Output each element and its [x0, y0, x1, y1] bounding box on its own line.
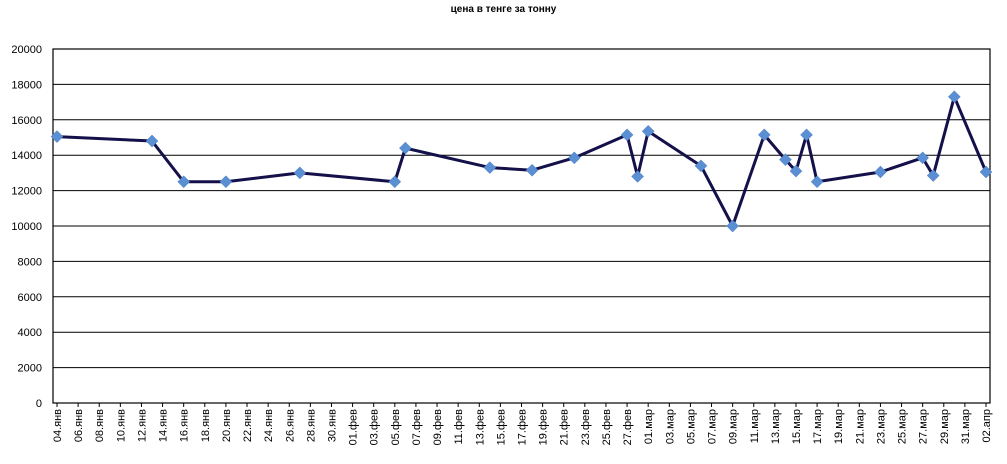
y-tick-label: 14000: [11, 150, 42, 162]
x-tick-label: 10.янв: [115, 409, 127, 442]
data-point: [979, 165, 993, 179]
x-tick-label: 09.мар: [728, 409, 740, 444]
x-tick-label: 30.янв: [326, 409, 338, 442]
x-tick-label: 15.фев: [495, 409, 507, 445]
series-line: [56, 95, 988, 228]
data-point: [388, 175, 402, 189]
y-tick-label: 16000: [11, 115, 42, 127]
x-tick-label: 23.мар: [875, 409, 887, 444]
x-tick-label: 24.янв: [263, 409, 275, 442]
x-tick-label: 23.фев: [580, 409, 592, 445]
x-tick-label: 19.фев: [538, 409, 550, 445]
x-tick-label: 01.мар: [643, 409, 655, 444]
x-tick-label: 29.мар: [939, 409, 951, 444]
x-tick-label: 09.фев: [432, 409, 444, 445]
x-tick-label: 19.мар: [833, 409, 845, 444]
x-tick-label: 15.мар: [791, 409, 803, 444]
x-tick-label: 03.фев: [369, 409, 381, 445]
x-tick-label: 06.янв: [73, 409, 85, 442]
y-tick-label: 10000: [11, 221, 42, 233]
x-tick-label: 27.мар: [918, 409, 930, 444]
data-point: [926, 169, 940, 182]
data-point: [779, 153, 792, 166]
x-tick-label: 25.мар: [897, 409, 909, 444]
data-point: [620, 128, 634, 142]
x-tick-label: 02.апр: [981, 409, 993, 442]
data-point: [631, 170, 644, 183]
data-point: [641, 124, 655, 138]
x-tick-label: 14.янв: [158, 409, 170, 442]
x-tick-label: 11.мар: [749, 409, 761, 443]
x-tick-label: 21.мар: [854, 409, 866, 444]
x-tick-label: 18.янв: [200, 409, 212, 442]
x-tick-label: 05.мар: [685, 409, 697, 444]
x-tick-label: 13.фев: [474, 409, 486, 445]
x-tick-label: 31.мар: [960, 409, 972, 444]
x-tick-label: 04.янв: [52, 409, 64, 442]
x-tick-label: 16.янв: [179, 409, 191, 442]
data-point: [399, 141, 412, 155]
data-point: [525, 163, 539, 177]
y-tick-label: 12000: [11, 186, 42, 198]
data-point: [874, 165, 887, 179]
y-tick-label: 2000: [18, 363, 42, 375]
x-tick-label: 08.янв: [94, 409, 106, 442]
data-point: [219, 175, 233, 189]
data-point: [947, 90, 961, 104]
x-tick-label: 21.фев: [559, 409, 571, 445]
data-point: [483, 161, 497, 174]
y-tick-label: 4000: [18, 327, 42, 339]
x-tick-label: 03.мар: [664, 409, 676, 444]
data-point: [800, 128, 813, 142]
x-tick-label: 25.фев: [601, 409, 613, 445]
data-point: [789, 164, 803, 178]
data-point: [726, 219, 739, 233]
x-tick-label: 28.янв: [305, 409, 317, 442]
x-tick-label: 07.фев: [411, 409, 423, 445]
x-tick-label: 17.мар: [812, 409, 824, 444]
data-point: [567, 151, 581, 165]
x-tick-label: 17.фев: [517, 409, 529, 445]
x-tick-label: 26.янв: [284, 409, 296, 442]
y-tick-label: 6000: [18, 292, 42, 304]
x-tick-label: 13.мар: [770, 409, 782, 444]
x-tick-label: 01.фев: [348, 409, 360, 445]
data-point: [50, 130, 64, 143]
data-point: [177, 175, 191, 189]
x-tick-label: 27.фев: [622, 409, 634, 445]
y-tick-label: 18000: [11, 79, 42, 91]
y-tick-label: 0: [36, 398, 42, 410]
x-tick-label: 11.фев: [453, 409, 465, 445]
data-point: [293, 166, 307, 180]
data-point: [810, 175, 824, 189]
x-tick-label: 05.фев: [390, 409, 402, 445]
data-point: [757, 128, 771, 142]
data-point: [916, 151, 930, 165]
x-tick-label: 22.янв: [242, 409, 254, 442]
x-tick-label: 07.мар: [707, 409, 719, 444]
y-tick-label: 8000: [18, 256, 42, 268]
chart-title: цена в тенге за тонну: [450, 4, 557, 15]
x-tick-label: 20.янв: [221, 409, 233, 442]
data-point: [694, 159, 708, 173]
data-point: [145, 134, 159, 148]
x-tick-label: 12.янв: [136, 409, 148, 442]
y-tick-label: 20000: [11, 44, 42, 56]
